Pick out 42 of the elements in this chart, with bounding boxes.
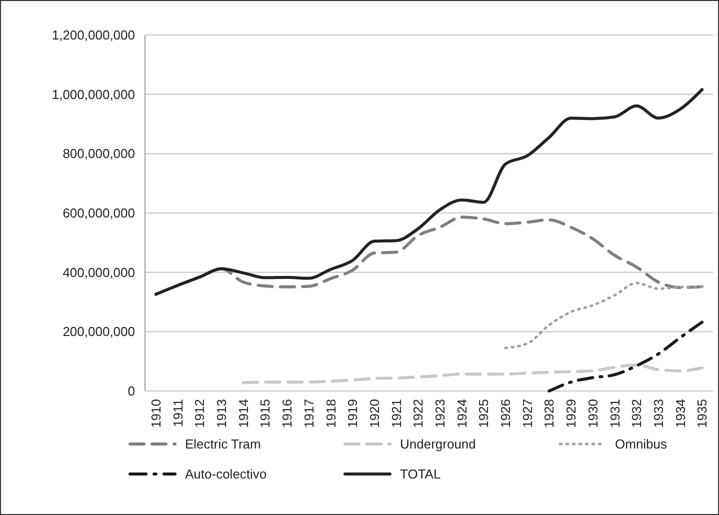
x-tick-label: 1934 [672, 399, 688, 428]
x-tick-label: 1921 [388, 399, 404, 428]
legend-label: Omnibus [615, 436, 668, 452]
y-tick-label: 0 [128, 384, 135, 399]
legend-label: TOTAL [400, 466, 441, 482]
legend-label: Electric Tram [185, 436, 261, 452]
x-tick-label: 1930 [585, 399, 600, 428]
y-tick-label: 1,200,000,000 [52, 28, 135, 43]
x-tick-label: 1925 [476, 399, 492, 428]
x-tick-label: 1911 [170, 399, 186, 427]
x-tick-label: 1922 [410, 399, 426, 428]
x-tick-label: 1918 [323, 399, 338, 428]
x-tick-label: 1928 [542, 399, 557, 428]
line-series [504, 282, 704, 350]
y-tick-label: 800,000,000 [62, 146, 135, 162]
x-tick-label: 1935 [694, 399, 710, 428]
x-tick-label: 1920 [366, 399, 382, 428]
y-tick-label: 400,000,000 [62, 264, 135, 280]
legend-label: Auto-colectivo [185, 466, 267, 482]
x-tick-label: 1914 [236, 399, 251, 428]
x-tick-label: 1910 [148, 399, 164, 428]
x-tick-label: 1919 [345, 399, 360, 428]
x-tick-label: 1917 [301, 399, 316, 428]
x-tick-label: 1916 [280, 399, 295, 428]
x-tick-label: 1913 [214, 399, 230, 428]
x-tick-label: 1927 [520, 399, 535, 428]
y-tick-label: 1,000,000,000 [52, 86, 135, 102]
line-series [242, 363, 704, 384]
x-tick-label: 1933 [650, 399, 666, 428]
line-series [548, 320, 704, 392]
y-tick-label: 200,000,000 [62, 324, 135, 340]
x-tick-label: 1929 [564, 399, 579, 428]
x-tick-label: 1932 [629, 399, 644, 428]
x-tick-label: 1931 [607, 399, 622, 428]
x-tick-label: 1926 [498, 399, 514, 428]
x-tick-label: 1924 [454, 399, 470, 428]
line-series [154, 88, 704, 296]
legend-label: Underground [400, 436, 476, 452]
x-tick-label: 1923 [432, 399, 448, 428]
x-tick-label: 1912 [192, 399, 208, 428]
y-tick-label: 600,000,000 [62, 206, 135, 221]
x-tick-label: 1915 [258, 399, 273, 428]
